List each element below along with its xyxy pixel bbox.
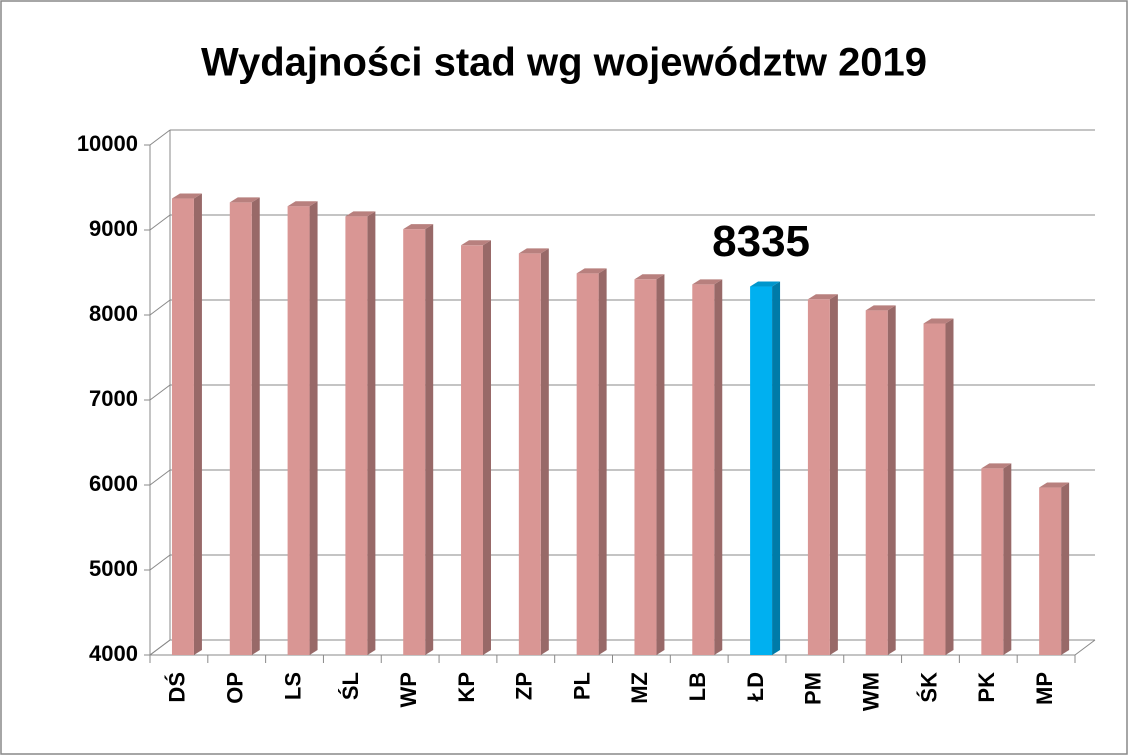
bar-side (945, 318, 954, 655)
grid-line (149, 384, 171, 401)
bar-top (923, 318, 954, 324)
bar (923, 323, 946, 655)
value-label: 8335 (712, 217, 810, 266)
bar-top (403, 224, 434, 230)
y-tick-label: 6000 (89, 471, 138, 496)
bar-side (887, 305, 896, 655)
y-tick-label: 10000 (77, 131, 138, 156)
x-tick-label: DŚ (165, 672, 190, 703)
bar (403, 229, 426, 655)
x-tick-label: ŚL (338, 672, 363, 700)
bar-side (598, 268, 607, 655)
bar-top (634, 274, 665, 280)
bar-top (229, 197, 260, 203)
grid-line (149, 129, 171, 146)
bar-side (193, 193, 202, 656)
bar (345, 216, 368, 655)
x-tick-label: PK (974, 672, 999, 703)
bar (576, 273, 599, 655)
x-tick-label: WM (858, 672, 883, 711)
bar-top (865, 305, 896, 311)
y-tick-label: 7000 (89, 386, 138, 411)
bar-side (1003, 463, 1012, 655)
bar-top (345, 211, 376, 217)
bar (461, 245, 483, 656)
bar-side (656, 274, 665, 655)
x-tick-label: PM (801, 672, 826, 705)
x-tick-label: PL (569, 672, 594, 700)
x-tick-label: ZP (512, 672, 537, 700)
bar (807, 299, 830, 655)
grid-line (149, 214, 171, 231)
chart-title: Wydajności stad wg województw 2019 (201, 41, 927, 85)
bar (171, 198, 194, 656)
x-tick-label: OP (223, 672, 248, 704)
bar (865, 310, 888, 655)
x-tick-label: ŁD (743, 672, 768, 701)
bar-side (251, 197, 260, 655)
bar-side (425, 224, 434, 655)
bar (287, 206, 310, 655)
bar-top (461, 240, 491, 246)
bar-top (750, 281, 781, 287)
bar-side (714, 279, 723, 655)
bar-top (692, 279, 723, 285)
grid-line (149, 639, 171, 656)
bar (750, 286, 773, 655)
bar-side (1061, 482, 1070, 655)
bar (981, 468, 1004, 655)
bar-top (171, 193, 202, 199)
bar-side (772, 281, 781, 655)
y-tick-label: 8000 (89, 301, 138, 326)
bar-top (807, 294, 838, 300)
bar (1039, 487, 1062, 655)
bar-side (309, 201, 318, 655)
bar-top (576, 268, 607, 274)
axis-wall (1074, 639, 1096, 656)
bar (634, 279, 657, 655)
y-tick-label: 5000 (89, 556, 138, 581)
bar (692, 284, 715, 655)
grid-line (149, 299, 171, 316)
bar (229, 202, 252, 655)
x-tick-label: ŚK (916, 672, 941, 703)
bar-top (518, 248, 549, 254)
grid-line (149, 554, 171, 571)
x-tick-label: MP (1032, 672, 1057, 705)
bar-side (540, 248, 549, 655)
bar (518, 253, 541, 655)
x-tick-label: MZ (627, 672, 652, 704)
bar-side (367, 211, 376, 655)
x-tick-label: KP (454, 672, 479, 703)
x-tick-label: LS (280, 672, 305, 700)
bar-side (483, 240, 491, 656)
y-tick-label: 4000 (89, 641, 138, 666)
grid-line (149, 469, 171, 486)
x-tick-label: LB (685, 672, 710, 701)
bar-side (829, 294, 838, 655)
bar-top (287, 201, 318, 207)
bar-top (981, 463, 1012, 469)
y-tick-label: 9000 (89, 216, 138, 241)
x-tick-label: WP (396, 672, 421, 707)
bar-top (1039, 482, 1070, 488)
